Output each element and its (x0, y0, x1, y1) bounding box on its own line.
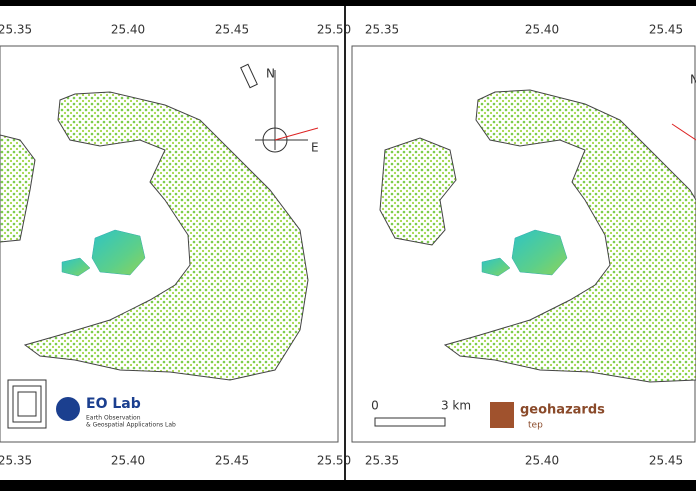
nea-kameni (91, 229, 146, 276)
compass-north: N (266, 67, 275, 81)
logo-name: geohazards (520, 403, 605, 418)
top-tick-label: 25.45 (215, 23, 249, 37)
compass-arrow (671, 123, 696, 141)
logo-tag: tep (528, 421, 543, 431)
bottom-tick-label: 25.40 (525, 454, 559, 468)
nea-kameni (511, 229, 568, 276)
bottom-tick-label: 25.45 (649, 454, 683, 468)
logo-title: EO Lab (86, 396, 141, 412)
geohazards-icon (490, 402, 514, 428)
main-island (443, 89, 696, 383)
therasia (379, 137, 457, 246)
top-tick-label: 25.50 (317, 23, 351, 37)
top-tick-label: 25.35 (365, 23, 399, 37)
scale-start: 0 (371, 399, 379, 413)
top-tick-label: 25.40 (525, 23, 559, 37)
bottom-tick-label: 25.35 (0, 454, 32, 468)
bottom-bar (0, 480, 696, 491)
top-tick-label: 25.40 (111, 23, 145, 37)
eo-lab-icon (56, 397, 80, 421)
logo-icon (7, 379, 47, 429)
therasia (0, 134, 36, 243)
left-map: N E EO Lab Earth Observation & Geospatia… (0, 23, 351, 468)
compass (240, 63, 319, 153)
compass-north: N (690, 73, 696, 87)
scale-bar (374, 417, 446, 427)
top-tick-label: 25.45 (649, 23, 683, 37)
bottom-tick-label: 25.40 (111, 454, 145, 468)
logo-subtitle: Earth Observation (86, 415, 141, 422)
bottom-tick-label: 25.45 (215, 454, 249, 468)
right-map: N 0 3 km geohazards tep 25.35 25.40 25.4… (351, 23, 696, 468)
top-bar (0, 0, 696, 6)
top-tick-label: 25.35 (0, 23, 32, 37)
main-island (23, 91, 309, 381)
bottom-tick-label: 25.50 (317, 454, 351, 468)
palea-kameni (481, 257, 511, 277)
compass-east: E (311, 141, 319, 155)
palea-kameni (61, 257, 91, 277)
bottom-tick-label: 25.35 (365, 454, 399, 468)
scale-end: 3 km (441, 399, 471, 413)
logo-subtitle: & Geospatial Applications Lab (86, 422, 176, 429)
